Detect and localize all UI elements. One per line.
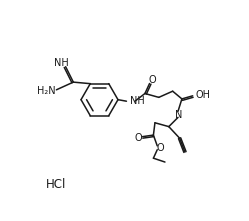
Text: NH: NH [54,58,68,68]
Text: NH: NH [130,96,145,106]
Text: HCl: HCl [46,178,66,191]
Text: O: O [135,133,143,143]
Text: O: O [148,75,156,86]
Text: N: N [175,110,183,120]
Text: O: O [157,143,164,153]
Text: H₂N: H₂N [37,86,56,96]
Text: OH: OH [196,90,211,100]
